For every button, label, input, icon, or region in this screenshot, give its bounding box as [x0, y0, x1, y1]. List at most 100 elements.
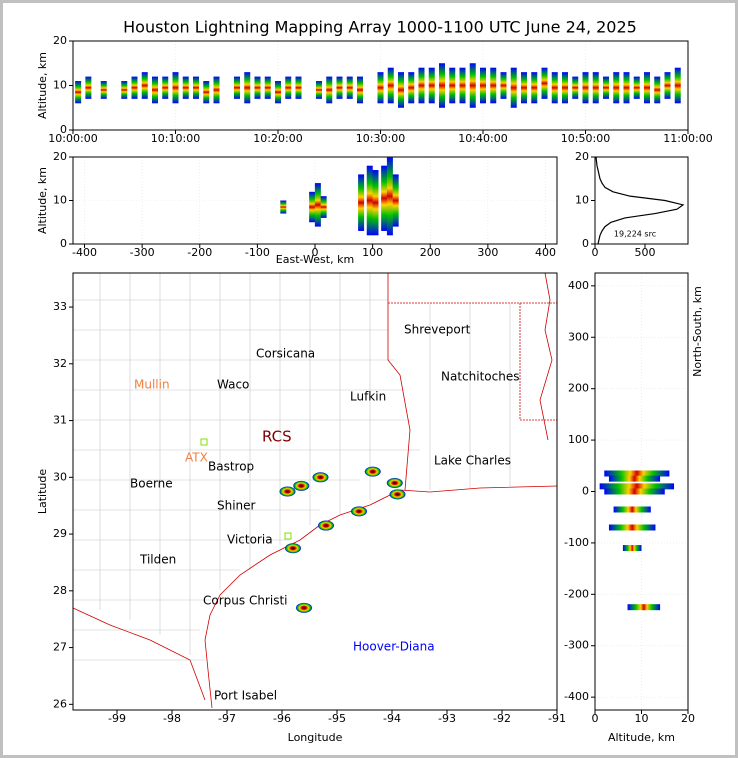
- plot-frame: [72, 40, 689, 131]
- source-column: [398, 72, 404, 108]
- x-tick-label: -97: [218, 712, 236, 725]
- y-tick-label: 31: [53, 414, 67, 427]
- source-column: [541, 67, 548, 99]
- place-label: Lake Charles: [434, 454, 511, 468]
- source-column: [182, 76, 189, 99]
- x-tick-label: 0: [592, 712, 599, 725]
- source-column: [213, 76, 220, 104]
- source-column: [264, 76, 271, 99]
- place-label: Corsicana: [256, 347, 315, 361]
- source-column: [644, 72, 650, 104]
- source-column: [172, 72, 179, 104]
- storm-cell: [312, 472, 329, 483]
- source-column: [633, 76, 640, 99]
- source-column: [387, 67, 394, 104]
- source-row: [608, 475, 661, 482]
- source-column: [75, 81, 82, 104]
- x-tick-label: -94: [383, 712, 401, 725]
- place-label: Mullin: [134, 378, 170, 392]
- source-column: [521, 72, 527, 104]
- storm-cell: [293, 480, 310, 491]
- y-tick-label: 10: [53, 194, 67, 207]
- source-column: [85, 76, 92, 99]
- storm-cell: [279, 486, 296, 497]
- x-tick-label: -95: [328, 712, 346, 725]
- source-column: [152, 76, 158, 104]
- source-column: [316, 81, 322, 99]
- source-column: [531, 72, 538, 104]
- source-row: [627, 604, 661, 611]
- x-tick-label: -300: [130, 246, 155, 259]
- plot-frame: [594, 156, 689, 245]
- x-tick-label: -96: [273, 712, 291, 725]
- source-column: [562, 72, 568, 104]
- place-label: Natchitoches: [441, 370, 519, 384]
- source-row: [613, 506, 651, 513]
- place-label: Hoover-Diana: [353, 640, 435, 654]
- source-column: [439, 63, 445, 108]
- source-column: [428, 67, 435, 104]
- x-tick-label: 100: [362, 246, 383, 259]
- map-background: [72, 272, 558, 709]
- storm-cell: [364, 466, 381, 477]
- source-column: [357, 76, 363, 104]
- y-tick-label: 400: [568, 279, 589, 292]
- y-tick-label: 100: [568, 433, 589, 446]
- y-tick-label: 29: [53, 527, 67, 540]
- source-column: [418, 67, 425, 104]
- source-column: [309, 191, 316, 223]
- y-tick-label: 20: [53, 150, 67, 163]
- y-tick-label: 200: [568, 382, 589, 395]
- x-tick-label: 300: [477, 246, 498, 259]
- source-column: [234, 76, 240, 99]
- place-label: RCS: [262, 428, 292, 446]
- y-tick-label: 33: [53, 300, 67, 313]
- x-tick-label: 10:10:00: [151, 132, 200, 145]
- y-tick-label: 26: [53, 697, 67, 710]
- x-axis-label: Longitude: [288, 731, 343, 744]
- x-tick-label: 500: [635, 246, 656, 259]
- y-tick-label: 0: [60, 237, 67, 250]
- source-column: [664, 72, 671, 99]
- source-row: [622, 545, 642, 552]
- source-column: [449, 67, 456, 104]
- place-label: Boerne: [130, 477, 173, 491]
- place-label: Port Isabel: [214, 689, 277, 703]
- source-column: [592, 72, 599, 104]
- source-column: [408, 72, 415, 104]
- source-column: [381, 165, 388, 231]
- source-column: [254, 76, 261, 99]
- y-axis-label: Altitude, km: [36, 167, 49, 234]
- source-column: [500, 72, 507, 99]
- source-column: [326, 76, 333, 104]
- x-tick-label: -92: [493, 712, 511, 725]
- place-label: ATX: [185, 451, 208, 465]
- y-axis-label: Latitude: [36, 469, 49, 515]
- source-column: [193, 76, 199, 99]
- source-column: [162, 76, 169, 99]
- x-tick-label: -91: [548, 712, 566, 725]
- source-column: [372, 170, 379, 236]
- x-tick-label: 0: [312, 246, 319, 259]
- source-column: [320, 196, 327, 218]
- storm-cell: [389, 489, 406, 500]
- place-label: Corpus Christi: [203, 594, 288, 608]
- x-tick-label: -98: [163, 712, 181, 725]
- source-column: [280, 200, 287, 214]
- x-tick-label: 10:00:00: [48, 132, 97, 145]
- source-column: [480, 67, 486, 104]
- y-tick-label: 10: [575, 194, 589, 207]
- x-tick-label: -93: [438, 712, 456, 725]
- storm-cell: [386, 477, 403, 488]
- source-column: [510, 67, 517, 108]
- x-tick-label: 11:00:00: [663, 132, 712, 145]
- source-column: [623, 72, 630, 104]
- source-column: [582, 72, 589, 104]
- place-label: Lufkin: [350, 390, 386, 404]
- source-column: [613, 72, 620, 104]
- y-tick-label: -400: [564, 690, 589, 703]
- x-tick-label: 400: [535, 246, 556, 259]
- y-axis-label: North-South, km: [691, 286, 704, 377]
- x-tick-label: -400: [72, 246, 97, 259]
- source-column: [131, 76, 138, 99]
